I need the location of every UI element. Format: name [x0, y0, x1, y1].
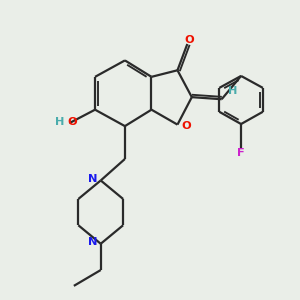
Text: H: H: [55, 117, 64, 127]
Text: F: F: [237, 148, 245, 158]
Text: O: O: [182, 122, 191, 131]
Text: N: N: [88, 237, 97, 247]
Text: O: O: [184, 34, 194, 44]
Text: O: O: [67, 117, 76, 127]
Text: H: H: [228, 86, 238, 96]
Text: N: N: [88, 174, 97, 184]
